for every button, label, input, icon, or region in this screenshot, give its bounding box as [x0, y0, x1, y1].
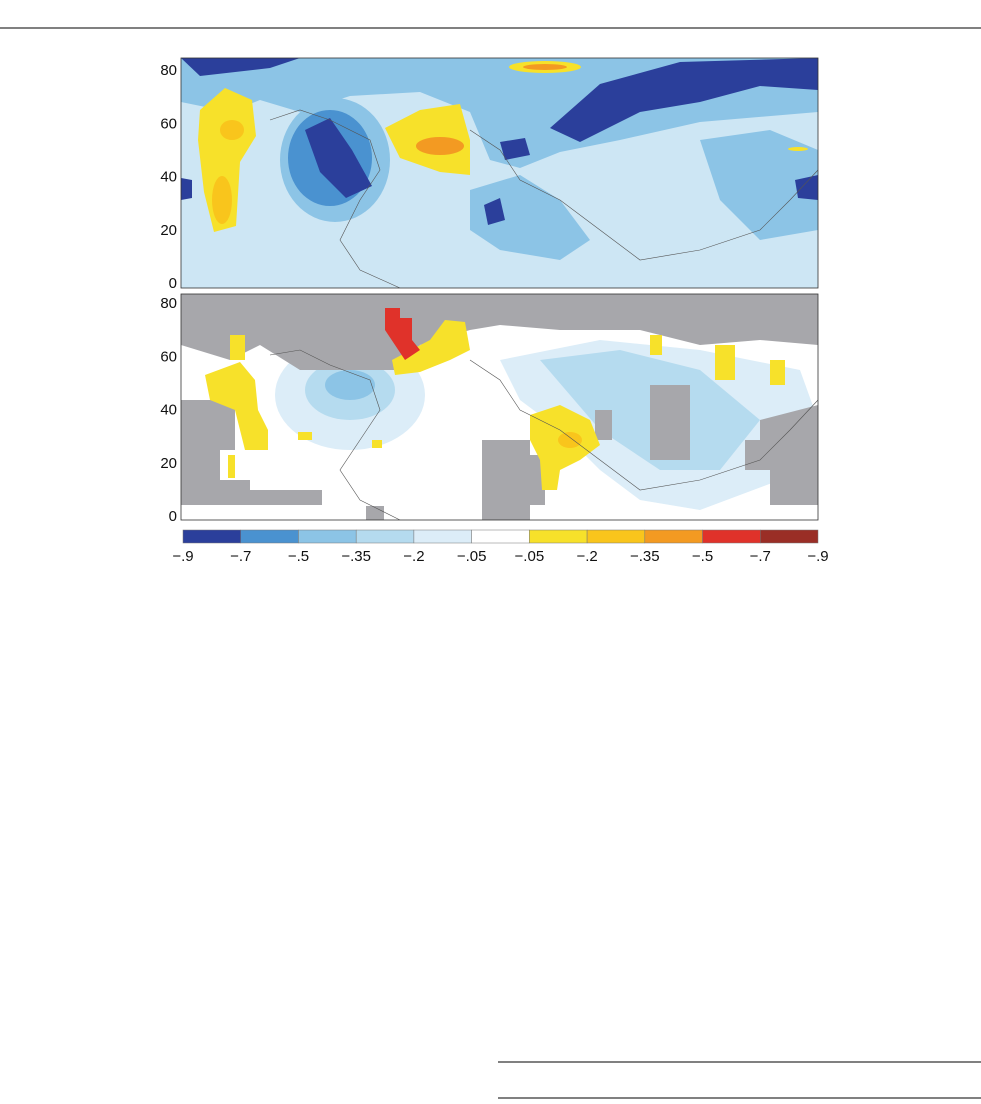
y-tick-label: 40 [160, 169, 177, 186]
contour-region [700, 130, 818, 240]
y-tick-label: 40 [160, 402, 177, 419]
colorbar-label: −.05 [457, 548, 487, 565]
no-data-region [745, 405, 818, 505]
contour-region [325, 370, 375, 400]
contour-region [205, 362, 268, 450]
colorbar-segment [298, 529, 357, 544]
contour-region [181, 58, 300, 76]
contour-region [500, 138, 530, 160]
contour-region [484, 198, 505, 225]
contour-region [530, 405, 600, 490]
y-tick-label: 60 [160, 115, 177, 132]
colorbar-label: −.9 [807, 548, 828, 565]
contour-region [558, 432, 582, 448]
no-data-region [366, 506, 384, 520]
contour-region [305, 118, 372, 198]
map-panel-bottom [180, 293, 819, 521]
colorbar-segment [529, 529, 588, 544]
colorbar-label: −.5 [288, 548, 309, 565]
contour-region [550, 58, 818, 142]
no-data-region [595, 410, 612, 440]
contour-region [230, 335, 785, 385]
no-data-region [482, 440, 545, 520]
coastline [269, 349, 818, 520]
colorbar-label: −.35 [630, 548, 660, 565]
contour-region [416, 137, 464, 155]
contour-region [212, 176, 232, 224]
colorbar-segment [702, 529, 761, 544]
contour-region [220, 120, 244, 140]
coastline [269, 109, 818, 288]
y-tick-label: 20 [160, 455, 177, 472]
colorbar-label: −.7 [750, 548, 771, 565]
y-tick-label: 20 [160, 222, 177, 239]
colorbar-label: −.2 [576, 548, 597, 565]
colorbar-label: −.05 [515, 548, 545, 565]
y-tick-label: 0 [169, 275, 177, 292]
colorbar-segment [355, 529, 415, 544]
y-tick-label: 80 [160, 295, 177, 312]
y-tick-label: 0 [169, 508, 177, 525]
colorbar-segment [760, 529, 819, 544]
colorbar-label: −.35 [341, 548, 371, 565]
contour-region [181, 178, 192, 200]
no-data-region [650, 385, 690, 460]
colorbar-label: −.2 [403, 548, 424, 565]
colorbar-label: −.5 [692, 548, 713, 565]
contour-region [795, 175, 818, 200]
contour-region [523, 64, 567, 70]
colorbar-segment [644, 529, 703, 544]
y-tick-label: 60 [160, 348, 177, 365]
colorbar-segment [471, 529, 530, 544]
contour-region [392, 320, 470, 375]
colorbar-segment [240, 529, 299, 544]
no-data-region [181, 400, 322, 505]
map-panel-top [180, 57, 819, 289]
no-data-region [181, 294, 818, 370]
colorbar-segment [586, 529, 646, 544]
panel-frame [180, 57, 819, 289]
contour-region [788, 147, 808, 151]
colorbar-segment [182, 529, 241, 544]
colorbar-segment [413, 529, 472, 544]
panel-frame [180, 293, 819, 521]
y-tick-label: 80 [160, 62, 177, 79]
colorbar-label: −.7 [230, 548, 251, 565]
contour-region [385, 308, 420, 360]
contour-region [470, 175, 590, 260]
colorbar-label: −.9 [172, 548, 193, 565]
